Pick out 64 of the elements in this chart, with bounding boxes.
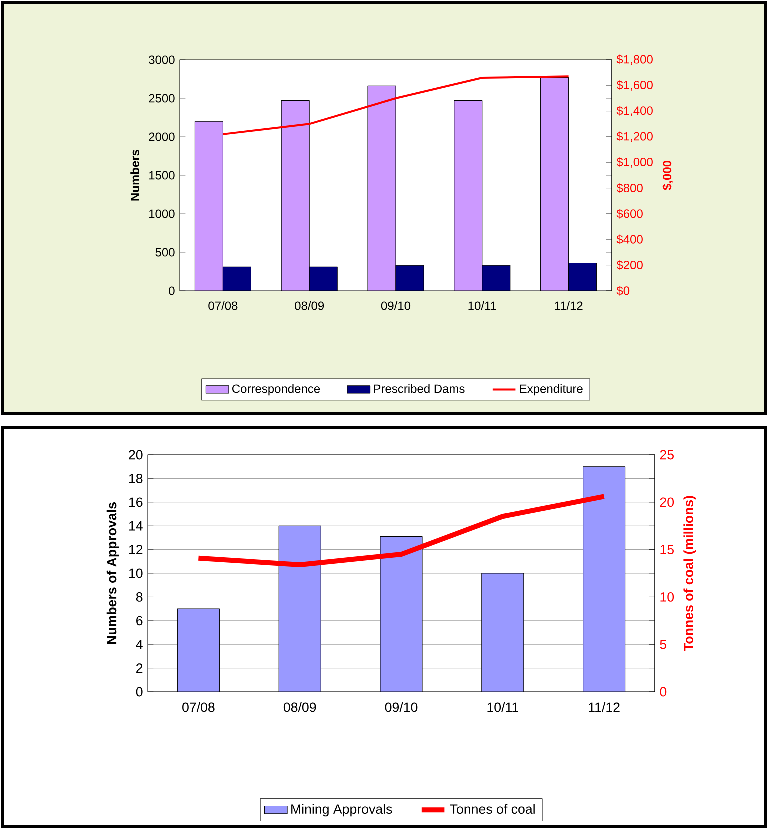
y-tick-label: 4	[136, 640, 143, 650]
y2-tick-label: 15	[660, 545, 674, 554]
legend-label: Prescribed Dams	[374, 384, 465, 394]
x-tick-label: 07/08	[182, 702, 215, 712]
y-tick-label: 3000	[149, 56, 175, 64]
y2-axis-title: Tonnes of coal (millions)	[684, 496, 696, 652]
x-tick-label: 08/09	[295, 301, 324, 310]
legend-label: Correspondence	[232, 384, 320, 396]
bar	[454, 100, 483, 292]
y-axis-title: Numbers of Approvals	[106, 502, 120, 644]
y-tick-label: 18	[129, 474, 143, 484]
y-tick-label: 0	[136, 687, 143, 697]
legend-label: Tonnes of coal	[450, 804, 535, 814]
x-tick-label: 08/09	[284, 702, 316, 712]
y-axis-title: Numbers	[130, 150, 140, 201]
bar	[482, 265, 511, 292]
y2-tick-label: $0	[616, 286, 630, 296]
y2-axis-title: $,000	[662, 160, 674, 190]
y2-tick-label: $1,400	[616, 106, 653, 117]
y-tick-label: 8	[136, 592, 143, 602]
y-tick-label: 12	[129, 545, 143, 554]
legend-label: Expenditure	[520, 384, 583, 396]
x-tick-label: 11/12	[589, 702, 620, 712]
bar	[568, 263, 598, 292]
line-series	[222, 76, 570, 136]
y2-tick-label: $400	[616, 234, 643, 245]
y2-tick-label: $1,600	[616, 80, 653, 91]
y-tick-label: 2500	[149, 94, 175, 103]
y2-tick-label: 10	[660, 592, 674, 602]
y-tick-label: 6	[136, 616, 143, 626]
y2-tick-label: 20	[660, 498, 674, 508]
y-tick-label: 0	[169, 286, 175, 296]
y-tick-label: 20	[129, 450, 143, 460]
x-tick-label: 09/10	[385, 702, 418, 712]
bar	[540, 77, 570, 292]
y-tick-label: 2000	[149, 132, 175, 142]
x-tick-label: 09/10	[381, 301, 411, 310]
y2-tick-label: 25	[660, 450, 674, 460]
y-tick-label: 1000	[150, 210, 175, 218]
x-tick-label: 07/08	[208, 301, 238, 310]
y-tick-label: 2	[136, 664, 143, 673]
x-tick-label: 11/12	[555, 301, 583, 310]
y2-tick-label: $200	[616, 260, 643, 270]
x-tick-label: 10/11	[468, 301, 496, 310]
y2-tick-label: $1,000	[616, 157, 653, 168]
y2-tick-label: 5	[660, 640, 667, 650]
x-tick-label: 10/11	[488, 702, 518, 712]
y-tick-label: 10	[129, 568, 143, 578]
y2-tick-label: 0	[660, 687, 667, 697]
y2-tick-label: $800	[616, 183, 643, 194]
bar	[396, 265, 424, 292]
y-tick-label: 1500	[150, 171, 175, 180]
y2-tick-label: $600	[616, 209, 643, 219]
bar	[281, 100, 310, 292]
bar	[195, 122, 224, 292]
y2-tick-label: $1,200	[616, 132, 653, 142]
y-tick-label: 16	[129, 498, 143, 508]
bar	[309, 266, 338, 292]
legend-label: Mining Approvals	[292, 804, 392, 817]
y-tick-label: 500	[156, 248, 175, 257]
bar	[368, 86, 396, 292]
y2-tick-label: $1,800	[616, 54, 653, 66]
y-tick-label: 14	[129, 522, 143, 531]
bar	[223, 267, 252, 292]
